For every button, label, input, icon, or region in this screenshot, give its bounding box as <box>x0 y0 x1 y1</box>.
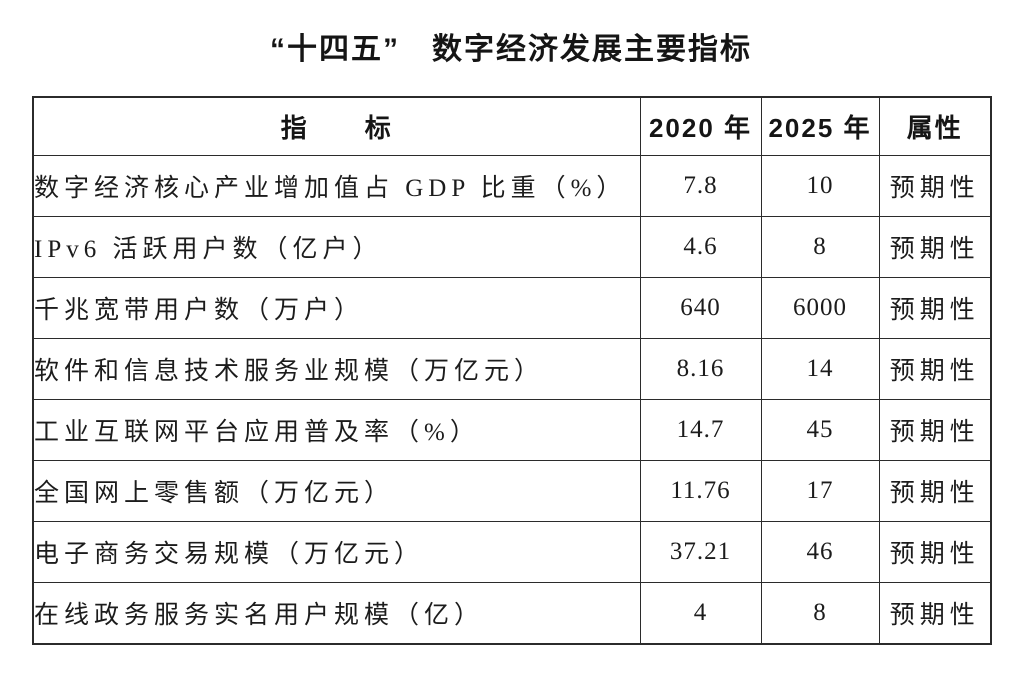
attribute-cell: 预期性 <box>878 460 992 522</box>
attribute-cell: 预期性 <box>878 155 992 217</box>
value-2025-cell: 8 <box>760 582 880 645</box>
attribute-cell: 预期性 <box>878 521 992 583</box>
value-2025-cell: 6000 <box>760 277 880 339</box>
indicator-cell: 工业互联网平台应用普及率（%） <box>32 399 641 461</box>
attribute-cell: 预期性 <box>878 277 992 339</box>
attribute-cell: 预期性 <box>878 582 992 645</box>
value-2025-cell: 17 <box>760 460 880 522</box>
value-2020-cell: 11.76 <box>639 460 762 522</box>
indicator-cell: 在线政务服务实名用户规模（亿） <box>32 582 641 645</box>
value-2020-cell: 8.16 <box>639 338 762 400</box>
indicator-cell: 数字经济核心产业增加值占 GDP 比重（%） <box>32 155 641 217</box>
table-row: 数字经济核心产业增加值占 GDP 比重（%） 7.8 10 预期性 <box>32 155 992 217</box>
indicator-cell: 千兆宽带用户数（万户） <box>32 277 641 339</box>
header-2020: 2020 年 <box>639 96 762 156</box>
attribute-cell: 预期性 <box>878 216 992 278</box>
table-row: 全国网上零售额（万亿元） 11.76 17 预期性 <box>32 460 992 522</box>
value-2020-cell: 7.8 <box>639 155 762 217</box>
value-2020-cell: 14.7 <box>639 399 762 461</box>
header-attribute: 属性 <box>878 96 992 156</box>
value-2025-cell: 14 <box>760 338 880 400</box>
table-header-row: 指 标 2020 年 2025 年 属性 <box>32 96 992 156</box>
indicators-table: 指 标 2020 年 2025 年 属性 数字经济核心产业增加值占 GDP 比重… <box>32 96 992 645</box>
header-2025: 2025 年 <box>760 96 880 156</box>
value-2025-cell: 46 <box>760 521 880 583</box>
indicator-cell: 软件和信息技术服务业规模（万亿元） <box>32 338 641 400</box>
value-2020-cell: 640 <box>639 277 762 339</box>
table-row: 在线政务服务实名用户规模（亿） 4 8 预期性 <box>32 582 992 645</box>
header-indicator: 指 标 <box>32 96 641 156</box>
indicator-cell: 电子商务交易规模（万亿元） <box>32 521 641 583</box>
table-row: 电子商务交易规模（万亿元） 37.21 46 预期性 <box>32 521 992 583</box>
value-2020-cell: 4 <box>639 582 762 645</box>
table-row: IPv6 活跃用户数（亿户） 4.6 8 预期性 <box>32 216 992 278</box>
table-row: 千兆宽带用户数（万户） 640 6000 预期性 <box>32 277 992 339</box>
value-2025-cell: 8 <box>760 216 880 278</box>
table-row: 软件和信息技术服务业规模（万亿元） 8.16 14 预期性 <box>32 338 992 400</box>
table-row: 工业互联网平台应用普及率（%） 14.7 45 预期性 <box>32 399 992 461</box>
value-2020-cell: 4.6 <box>639 216 762 278</box>
attribute-cell: 预期性 <box>878 338 992 400</box>
value-2025-cell: 45 <box>760 399 880 461</box>
value-2025-cell: 10 <box>760 155 880 217</box>
value-2020-cell: 37.21 <box>639 521 762 583</box>
attribute-cell: 预期性 <box>878 399 992 461</box>
indicator-cell: IPv6 活跃用户数（亿户） <box>32 216 641 278</box>
indicator-cell: 全国网上零售额（万亿元） <box>32 460 641 522</box>
indicators-table-wrap: 指 标 2020 年 2025 年 属性 数字经济核心产业增加值占 GDP 比重… <box>32 96 992 645</box>
page-title: “十四五” 数字经济发展主要指标 <box>270 33 752 66</box>
